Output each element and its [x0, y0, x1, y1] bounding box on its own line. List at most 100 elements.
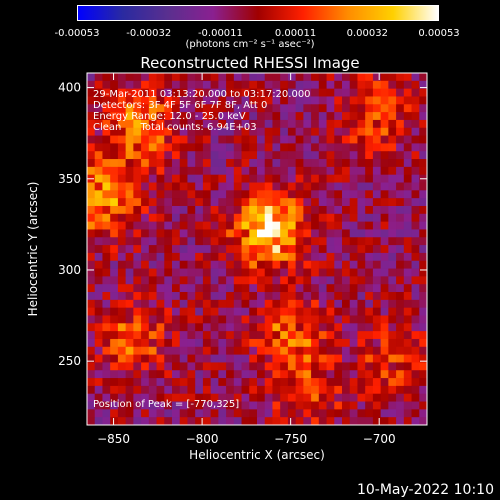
- heatmap-cell: [280, 229, 289, 238]
- heatmap-cell: [396, 284, 405, 293]
- heatmap-cell: [210, 362, 219, 371]
- heatmap-cell: [195, 229, 204, 238]
- heatmap-cell: [148, 268, 157, 277]
- heatmap-cell: [396, 252, 405, 262]
- heatmap-cell: [164, 182, 173, 191]
- heatmap-cell: [342, 370, 351, 379]
- heatmap-cell: [264, 213, 273, 223]
- heatmap-cell: [388, 80, 397, 90]
- heatmap-cell: [179, 127, 188, 136]
- heatmap-cell: [172, 417, 181, 426]
- heatmap-cell: [102, 135, 111, 144]
- heatmap-cell: [102, 409, 111, 418]
- heatmap-cell: [396, 88, 405, 97]
- heatmap-cell: [94, 378, 103, 387]
- heatmap-cell: [280, 409, 289, 418]
- heatmap-cell: [179, 237, 188, 246]
- heatmap-cell: [195, 127, 204, 136]
- heatmap-cell: [264, 385, 273, 395]
- heatmap-cell: [218, 315, 227, 324]
- heatmap-cell: [287, 213, 297, 223]
- heatmap-cell: [357, 354, 366, 363]
- heatmap-cell: [102, 221, 111, 230]
- heatmap-cell: [233, 378, 242, 387]
- heatmap-cell: [419, 166, 428, 176]
- heatmap-cell: [148, 401, 157, 410]
- heatmap-cell: [210, 205, 219, 215]
- heatmap-cell: [102, 213, 111, 223]
- heatmap-cell: [403, 409, 412, 418]
- heatmap-cell: [326, 252, 335, 262]
- heatmap-cell: [372, 401, 382, 410]
- heatmap-cell: [419, 213, 428, 223]
- heatmap-cell: [380, 362, 389, 371]
- heatmap-cell: [110, 378, 119, 387]
- heatmap-cell: [249, 385, 258, 395]
- heatmap-cell: [264, 229, 273, 238]
- heatmap-cell: [110, 346, 119, 355]
- heatmap-cell: [117, 205, 127, 215]
- heatmap-cell: [87, 284, 96, 293]
- heatmap-cell: [349, 252, 358, 262]
- heatmap-cell: [195, 252, 204, 262]
- heatmap-cell: [133, 245, 142, 254]
- heatmap-cell: [117, 119, 127, 129]
- heatmap-cell: [148, 88, 157, 97]
- heatmap-cell: [349, 151, 358, 160]
- heatmap-cell: [148, 174, 157, 183]
- heatmap-cell: [342, 88, 351, 97]
- heatmap-cell: [210, 182, 219, 191]
- heatmap-cell: [303, 127, 312, 136]
- heatmap-cell: [179, 331, 188, 340]
- heatmap-cell: [311, 151, 320, 160]
- heatmap-cell: [187, 245, 196, 254]
- heatmap-cell: [357, 346, 366, 355]
- heatmap-cell: [202, 119, 212, 129]
- heatmap-cell: [202, 112, 212, 121]
- heatmap-cell: [156, 354, 165, 363]
- heatmap-cell: [202, 260, 212, 269]
- heatmap-cell: [357, 315, 366, 324]
- heatmap-cell: [287, 276, 297, 285]
- heatmap-cell: [403, 378, 412, 387]
- heatmap-cell: [133, 323, 142, 332]
- heatmap-cell: [311, 96, 320, 105]
- heatmap-cell: [403, 252, 412, 262]
- heatmap-cell: [311, 292, 320, 301]
- heatmap-cell: [349, 104, 358, 113]
- heatmap-cell: [396, 182, 405, 191]
- heatmap-cell: [102, 393, 111, 402]
- heatmap-cell: [156, 338, 165, 348]
- heatmap-cell: [125, 362, 134, 371]
- heatmap-cell: [202, 346, 212, 355]
- heatmap-cell: [357, 362, 366, 371]
- heatmap-cell: [264, 323, 273, 332]
- heatmap-cell: [264, 362, 273, 371]
- heatmap-cell: [257, 370, 266, 379]
- heatmap-cell: [172, 292, 181, 301]
- heatmap-cell: [94, 182, 103, 191]
- heatmap-cell: [241, 346, 250, 355]
- heatmap-cell: [226, 401, 235, 410]
- heatmap-cell: [396, 96, 405, 105]
- heatmap-cell: [365, 331, 374, 340]
- heatmap-cell: [257, 292, 266, 301]
- x-tick-label: −800: [186, 432, 219, 446]
- heatmap-cell: [257, 237, 266, 246]
- heatmap-cell: [218, 417, 227, 426]
- heatmap-cell: [357, 159, 366, 168]
- heatmap-cell: [280, 88, 289, 97]
- heatmap-cell: [264, 80, 273, 90]
- heatmap-cell: [195, 393, 204, 402]
- heatmap-cell: [396, 229, 405, 238]
- heatmap-cell: [226, 378, 235, 387]
- heatmap-cell: [287, 159, 297, 168]
- heatmap-cell: [117, 370, 127, 379]
- heatmap-cell: [179, 338, 188, 348]
- heatmap-cell: [334, 112, 343, 121]
- heatmap-cell: [357, 127, 366, 136]
- heatmap-cell: [102, 378, 111, 387]
- heatmap-cell: [311, 88, 320, 97]
- heatmap-cell: [241, 198, 250, 207]
- heatmap-cell: [125, 393, 134, 402]
